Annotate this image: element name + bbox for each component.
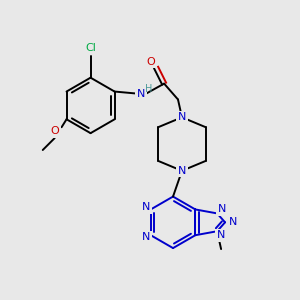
- Text: N: N: [178, 166, 186, 176]
- Text: N: N: [142, 202, 150, 212]
- Text: N: N: [137, 88, 146, 98]
- Text: N: N: [229, 217, 237, 227]
- Text: Cl: Cl: [85, 43, 96, 53]
- Text: N: N: [218, 204, 226, 214]
- Text: H: H: [145, 84, 152, 94]
- Text: O: O: [147, 57, 156, 67]
- Text: N: N: [217, 230, 225, 240]
- Text: N: N: [178, 112, 186, 122]
- Text: N: N: [142, 232, 150, 242]
- Text: O: O: [50, 126, 59, 136]
